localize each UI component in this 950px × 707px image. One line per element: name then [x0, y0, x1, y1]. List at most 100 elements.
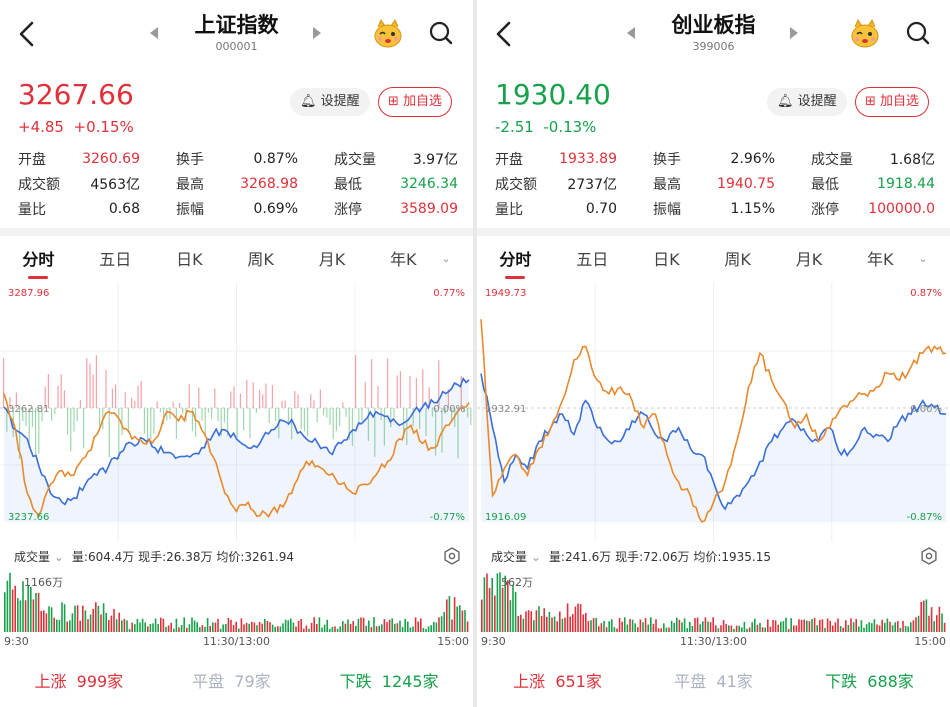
- tab-3[interactable]: 周K: [724, 250, 751, 269]
- intraday-chart[interactable]: 3287.96 3262.81 3237.66 0.77% 0.00% -0.77%: [0, 282, 473, 542]
- volume-bar: [759, 622, 761, 632]
- unchanged[interactable]: 平盘 41家: [674, 668, 753, 692]
- unchanged[interactable]: 平盘 79家: [192, 668, 271, 692]
- tab-5[interactable]: 年K: [390, 250, 417, 269]
- tab-4[interactable]: 月K: [318, 250, 346, 269]
- volume-bar: [707, 621, 709, 632]
- settings-icon[interactable]: [920, 547, 938, 565]
- stat-label: 开盘: [18, 151, 46, 168]
- decliners[interactable]: 下跌 1245家: [340, 668, 439, 692]
- tab-5[interactable]: 年K: [867, 250, 894, 269]
- volume-bar: [501, 587, 504, 632]
- prev-index-icon[interactable]: [150, 27, 158, 39]
- next-index-icon[interactable]: [790, 27, 798, 39]
- decliners-count: 1245家: [381, 672, 439, 691]
- back-arrow-icon[interactable]: [493, 20, 515, 48]
- volume-bar: [110, 615, 113, 632]
- set-reminder-button[interactable]: 🔔︎ 设提醒: [290, 88, 370, 116]
- volume-bar: [655, 619, 657, 632]
- tick-bar: [140, 381, 142, 408]
- tab-2[interactable]: 日K: [653, 250, 680, 269]
- stat-label: 换手: [653, 151, 681, 168]
- tab-2[interactable]: 日K: [176, 250, 203, 269]
- volume-bar: [579, 604, 582, 632]
- volume-bar: [274, 626, 276, 632]
- volume-bar: [769, 626, 772, 632]
- volume-bar: [847, 625, 850, 632]
- tab-0[interactable]: 分时: [499, 246, 531, 270]
- volume-bar: [258, 622, 261, 632]
- stat-value: 4563亿: [90, 176, 140, 193]
- search-icon[interactable]: [428, 20, 454, 46]
- advancers[interactable]: 上涨 651家: [513, 668, 602, 692]
- volume-bar: [881, 619, 883, 632]
- volume-bar: [559, 611, 561, 632]
- tick-bar: [239, 393, 241, 408]
- stat-value: 2737亿: [567, 176, 617, 193]
- volume-bar: [634, 623, 636, 632]
- volume-bar: [287, 620, 289, 632]
- volume-bar: [686, 628, 688, 632]
- volume-bar: [611, 619, 613, 632]
- volume-bar: [587, 620, 590, 632]
- tab-1[interactable]: 五日: [99, 250, 132, 269]
- tick-bar: [332, 408, 334, 440]
- intraday-chart[interactable]: 1949.73 1932.91 1916.09 0.87% 0.00% -0.87%: [477, 282, 950, 542]
- volume-bar: [238, 628, 240, 632]
- volume-bar: [451, 619, 453, 632]
- volume-bar: [347, 619, 349, 632]
- advancers[interactable]: 上涨 999家: [34, 668, 123, 692]
- volume-bar: [899, 627, 902, 632]
- volume-bar: [845, 620, 847, 632]
- volume-bar: [378, 625, 380, 632]
- add-watchlist-button[interactable]: ⊞ 加自选: [855, 87, 930, 117]
- stat-value: 3246.34: [400, 175, 458, 192]
- settings-icon[interactable]: [443, 547, 461, 565]
- tick-bar: [409, 376, 411, 408]
- volume-bar: [438, 617, 440, 632]
- add-watchlist-button[interactable]: ⊞ 加自选: [378, 87, 453, 117]
- volume-bar: [891, 625, 894, 632]
- search-icon[interactable]: [905, 20, 931, 46]
- tick-bar: [444, 408, 446, 414]
- volume-dropdown[interactable]: 成交量 ⌄: [14, 548, 64, 565]
- decliners[interactable]: 下跌 688家: [825, 668, 914, 692]
- volume-dropdown[interactable]: 成交量 ⌄: [491, 548, 541, 565]
- volume-bar: [222, 624, 224, 632]
- prev-index-icon[interactable]: [627, 27, 635, 39]
- volume-bar: [9, 572, 11, 632]
- tick-bar: [182, 408, 184, 414]
- price-axis-top: 3287.96: [8, 288, 49, 299]
- volume-bar: [334, 626, 336, 632]
- decliners-label: 下跌: [825, 672, 858, 691]
- next-index-icon[interactable]: [313, 27, 321, 39]
- volume-bar: [326, 619, 328, 632]
- set-reminder-button[interactable]: 🔔︎ 设提醒: [767, 88, 847, 116]
- tab-3[interactable]: 周K: [247, 250, 274, 269]
- tab-0[interactable]: 分时: [22, 246, 54, 270]
- stat-cell: 最高 1940.75: [653, 174, 775, 194]
- tick-bar: [15, 392, 17, 408]
- mascot-icon[interactable]: [372, 17, 404, 49]
- tick-bar: [233, 386, 235, 408]
- stat-cell: 量比 0.70: [495, 199, 617, 219]
- tab-4[interactable]: 月K: [795, 250, 823, 269]
- stat-cell: 成交量 3.97亿: [334, 149, 458, 169]
- volume-bar: [147, 626, 149, 632]
- volume-bar: [401, 626, 404, 632]
- volume-bar: [767, 619, 769, 632]
- volume-bar: [295, 626, 297, 632]
- back-arrow-icon[interactable]: [16, 20, 38, 48]
- stat-value: 3.97亿: [412, 151, 458, 168]
- tick-bar: [6, 408, 8, 432]
- tick-bar: [294, 390, 296, 408]
- volume-bar: [876, 624, 878, 632]
- volume-bar: [420, 618, 422, 632]
- tick-bar: [249, 408, 251, 439]
- tab-1[interactable]: 五日: [576, 250, 609, 269]
- volume-bar: [303, 628, 305, 632]
- mascot-icon[interactable]: [849, 17, 881, 49]
- volume-bar: [689, 621, 691, 632]
- volume-bar: [152, 623, 154, 632]
- volume-bar: [886, 618, 889, 632]
